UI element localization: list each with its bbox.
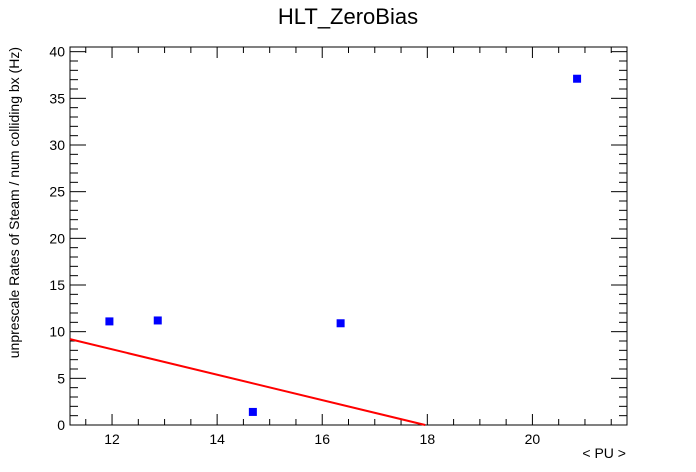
data-points [105, 74, 582, 416]
x-tick-label: 12 [104, 431, 120, 447]
fit-line-segment [69, 338, 426, 426]
y-axis-ticks: 0 5 10 15 20 25 30 35 40 [49, 44, 627, 433]
x-axis-ticks: 12 14 16 18 20 [85, 47, 612, 447]
y-axis-label: unprescale Rates of Steam / num collidin… [6, 47, 22, 358]
data-point [248, 407, 257, 416]
y-tick-label: 0 [57, 417, 65, 433]
x-tick-label: 18 [420, 431, 436, 447]
y-tick-label: 15 [49, 277, 65, 293]
chart-title: HLT_ZeroBias [278, 4, 418, 29]
data-point [573, 74, 582, 83]
plot-frame [69, 46, 628, 426]
x-tick-label: 16 [314, 431, 330, 447]
data-point [105, 317, 114, 326]
y-tick-label: 5 [57, 370, 65, 386]
data-point [336, 319, 345, 328]
y-tick-label: 25 [49, 184, 65, 200]
x-axis-label: < PU > [582, 445, 626, 461]
y-tick-label: 20 [49, 230, 65, 246]
x-tick-label: 14 [209, 431, 225, 447]
y-tick-label: 10 [49, 324, 65, 340]
y-tick-label: 30 [49, 137, 65, 153]
x-tick-label: 20 [525, 431, 541, 447]
data-point [153, 316, 162, 325]
y-tick-label: 35 [49, 90, 65, 106]
fit-line [69, 338, 426, 426]
y-tick-label: 40 [49, 44, 65, 60]
